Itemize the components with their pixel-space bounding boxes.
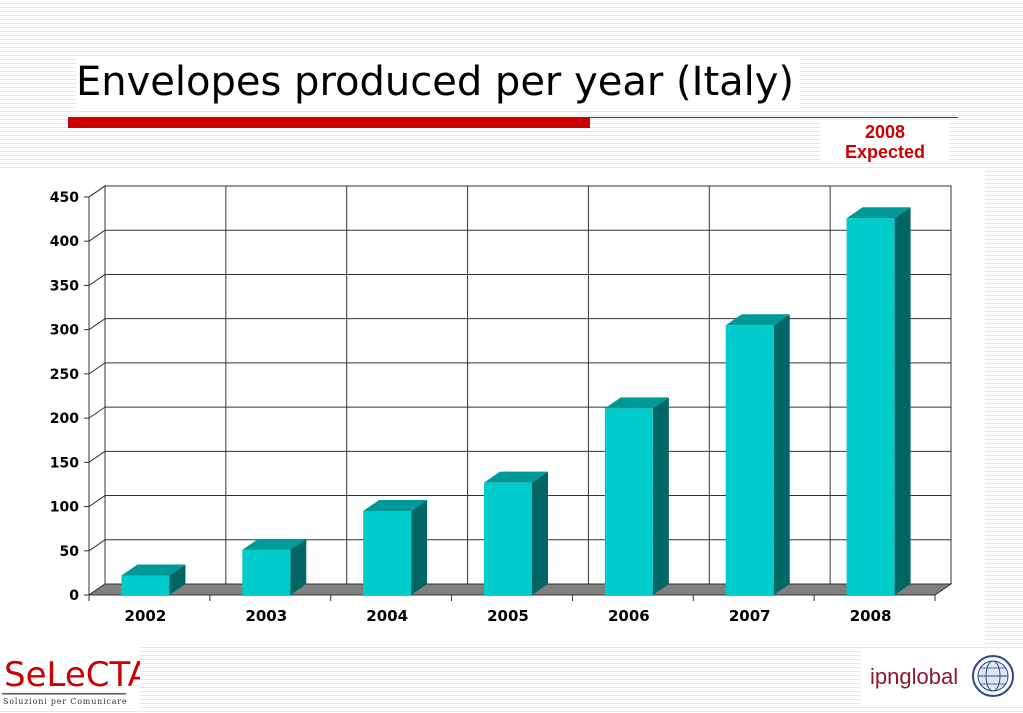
bar <box>121 575 170 595</box>
chart-panel: 0 50 100 150 200 250 300 350 400 450 2002 2003 2004 2… <box>0 170 985 645</box>
globe-icon <box>972 655 1014 697</box>
grid-line-side <box>88 539 106 552</box>
bar-side <box>290 538 307 595</box>
bar <box>363 510 412 595</box>
selecta-logo-tagline: Soluzioni per Comunicare <box>3 697 127 706</box>
expected-note-label: Expected <box>844 142 926 162</box>
bar <box>242 549 291 595</box>
title-underline-bar <box>68 117 590 128</box>
bar-top <box>604 397 669 409</box>
x-tick-label: 2008 <box>850 607 892 625</box>
bar-chart: 0 50 100 150 200 250 300 350 400 450 2002 2003 2004 2… <box>50 185 953 625</box>
bar <box>604 408 653 595</box>
grid-line-side <box>88 274 106 286</box>
bar-top <box>484 471 548 483</box>
y-tick-label: 400 <box>50 234 79 250</box>
y-tick-label: 100 <box>50 500 79 516</box>
bar <box>846 218 895 595</box>
bar-top <box>846 207 911 219</box>
x-tick-label: 2003 <box>245 607 287 625</box>
x-tick-label: 2006 <box>608 607 650 625</box>
x-tick-label: 2004 <box>366 607 408 625</box>
expected-note: 2008 Expected <box>820 122 950 162</box>
ipnglobal-logo-text: ipnglobal <box>870 664 958 689</box>
chart-side-wall <box>88 185 106 596</box>
bar <box>725 325 774 595</box>
y-tick-label: 0 <box>69 588 79 604</box>
bar-side <box>773 314 790 595</box>
bar-side <box>169 564 186 595</box>
grid-line-side <box>88 185 106 198</box>
selecta-logo: SeLeCTA Soluzioni per Comunicare <box>0 646 151 708</box>
expected-note-year: 2008 <box>864 122 906 142</box>
bar-side <box>411 499 428 595</box>
bar-side <box>652 397 669 595</box>
x-tick-label: 2005 <box>487 607 529 625</box>
y-tick-label: 200 <box>50 411 79 427</box>
y-tick-label: 300 <box>50 323 79 339</box>
ipnglobal-logo: ipnglobal <box>862 648 1023 704</box>
selecta-logo-mark: SeLeCTA <box>4 655 140 695</box>
selecta-logo-rule <box>2 693 126 695</box>
bar-top <box>242 538 307 550</box>
y-tick-label: 50 <box>60 544 80 560</box>
y-tick-label: 250 <box>50 367 79 383</box>
title-underline-line <box>590 117 958 118</box>
bar-side <box>894 207 911 595</box>
grid-line-side <box>88 362 106 375</box>
bar <box>484 482 532 595</box>
x-tick-label: 2007 <box>729 607 771 625</box>
x-tick-label: 2002 <box>125 607 167 625</box>
slide-title: Envelopes produced per year (Italy) <box>76 56 801 108</box>
bar-top <box>121 564 186 576</box>
bar-top <box>725 314 790 326</box>
grid-line-side <box>88 318 106 331</box>
grid-line-side <box>88 406 106 419</box>
y-tick-label: 150 <box>50 455 79 471</box>
grid-line-side <box>88 495 106 507</box>
title-area: Envelopes produced per year (Italy) 2008… <box>0 0 1023 170</box>
y-tick-label: 350 <box>50 278 79 294</box>
y-tick-label: 450 <box>50 190 79 206</box>
bar-top <box>363 499 428 511</box>
bar-side <box>532 471 548 595</box>
grid-line-side <box>88 450 106 463</box>
grid-line-side <box>88 229 106 242</box>
